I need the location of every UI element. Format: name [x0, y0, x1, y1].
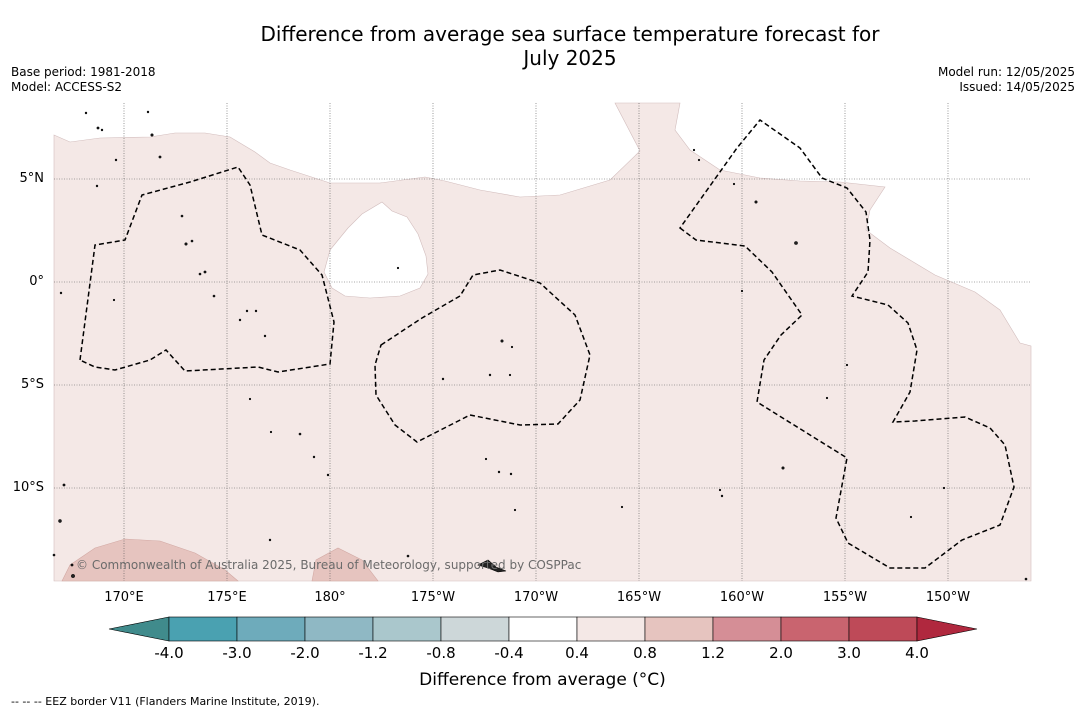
- lat-label: 5°S: [20, 377, 44, 392]
- colorbar-tick-label: 0.4: [565, 644, 589, 662]
- colorbar-segment: [712, 616, 782, 642]
- map-title: Difference from average sea surface temp…: [0, 22, 1085, 70]
- colorbar-tick-label: 4.0: [905, 644, 929, 662]
- colorbar-tick-label: -4.0: [154, 644, 184, 662]
- colorbar-extend-low: [108, 616, 170, 642]
- colorbar-tick-label: 0.8: [633, 644, 657, 662]
- neutral-patch: [323, 201, 429, 299]
- colorbar-segment: [372, 616, 442, 642]
- colorbar-tick-label: -1.2: [358, 644, 388, 662]
- lon-label: 160°W: [719, 590, 765, 605]
- lon-label: 175°E: [207, 590, 247, 605]
- model-run-date: Model run: 12/05/2025: [937, 65, 1075, 79]
- issued-date: Issued: 14/05/2025: [959, 80, 1075, 94]
- eez-border-kiribati-gilberts: [79, 166, 335, 373]
- run-info: Model run: 12/05/2025 Issued: 14/05/2025: [938, 65, 1075, 95]
- colorbar-extend-high: [916, 616, 978, 642]
- colorbar-tick-label: -0.4: [494, 644, 524, 662]
- lon-label: 180°: [314, 590, 346, 605]
- lon-label: 150°W: [925, 590, 971, 605]
- colorbar-segment: [848, 616, 918, 642]
- lon-label: 170°W: [513, 590, 559, 605]
- eez-borders: [79, 118, 1015, 569]
- colorbar-segment: [168, 616, 238, 642]
- lon-label: 165°W: [616, 590, 662, 605]
- colorbar-segment: [236, 616, 306, 642]
- lat-label: 5°N: [19, 171, 45, 186]
- colorbar-segment: [644, 616, 714, 642]
- base-period: Base period: 1981-2018: [11, 65, 156, 79]
- colorbar-tick-label: 1.2: [701, 644, 725, 662]
- anomaly-field-light: [53, 102, 1032, 582]
- colorbar-tick-label: 2.0: [769, 644, 793, 662]
- colorbar-segment: [440, 616, 510, 642]
- colorbar-tick-label: -3.0: [222, 644, 252, 662]
- lat-label: 0°: [29, 274, 44, 289]
- copyright-notice: © Commonwealth of Australia 2025, Bureau…: [76, 558, 582, 572]
- colorbar-tick-label: -2.0: [290, 644, 320, 662]
- islands: [52, 110, 1028, 581]
- colorbar-segments: [108, 616, 978, 642]
- eez-border-footnote: -- -- -- EEZ border V11 (Flanders Marine…: [11, 695, 320, 708]
- lon-label: 175°W: [410, 590, 456, 605]
- colorbar-segment: [304, 616, 374, 642]
- lon-label: 170°E: [104, 590, 144, 605]
- colorbar-segment: [780, 616, 850, 642]
- map-title-line1: Difference from average sea surface temp…: [260, 22, 880, 46]
- eez-border-kiribati-phoenix: [374, 269, 591, 443]
- colorbar-title: Difference from average (°C): [419, 670, 666, 690]
- colorbar-segment: [576, 616, 646, 642]
- colorbar-tick-label: -0.8: [426, 644, 456, 662]
- anomaly-field-medium-2: [311, 547, 379, 582]
- lon-label: 155°W: [822, 590, 868, 605]
- eez-border-kiribati-line: [678, 118, 1015, 569]
- model-name: Model: ACCESS-S2: [11, 80, 123, 94]
- anomaly-field-medium-1: [61, 538, 239, 582]
- colorbar-segment: [508, 616, 578, 642]
- lat-label: 10°S: [12, 480, 44, 495]
- gridlines: [54, 103, 1031, 581]
- colorbar-tick-label: 3.0: [837, 644, 861, 662]
- model-info: Base period: 1981-2018 Model: ACCESS-S2: [11, 65, 156, 95]
- map-title-line2: July 2025: [523, 46, 617, 70]
